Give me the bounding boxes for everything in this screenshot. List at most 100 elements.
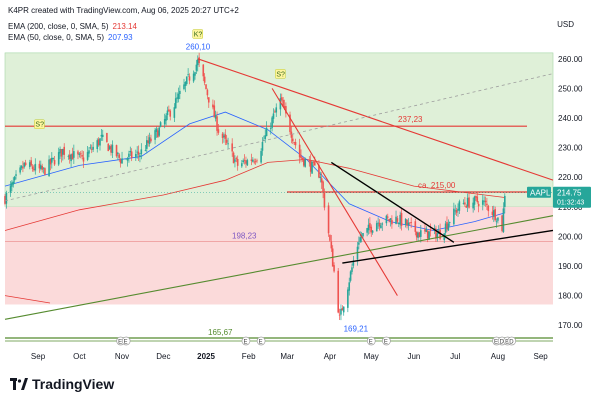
candle-body-50	[100, 134, 103, 137]
candle-body-85	[168, 109, 170, 112]
y-tick-8: 180.00	[558, 292, 583, 301]
candle-body-68	[136, 151, 138, 153]
x-tick-12: Sep	[533, 352, 548, 361]
event-label-4: E	[369, 340, 373, 346]
candle-body-75	[148, 137, 151, 144]
candle-body-103	[203, 76, 206, 83]
candle-body-117	[231, 143, 233, 152]
candle-body-116	[227, 143, 229, 145]
candle-body-5	[13, 176, 16, 181]
candle-body-112	[221, 133, 224, 138]
candle-body-100	[196, 59, 199, 66]
symbol-tag: AAPL	[530, 189, 551, 198]
candle-body-131	[256, 160, 258, 162]
y-tick-6: 200.00	[558, 232, 583, 241]
candle-body-114	[224, 134, 227, 139]
candle-body-177	[347, 289, 349, 308]
candle-body-223	[435, 228, 437, 239]
candle-body-14	[31, 166, 34, 170]
candle-body-175	[341, 308, 344, 311]
candle-body-29	[60, 149, 63, 157]
y-tick-0: 260.00	[558, 55, 583, 64]
ema200-legend[interactable]: EMA (200, close, 0, SMA, 5) 213.14	[8, 22, 137, 32]
candle-body-92	[183, 84, 185, 90]
candle-body-94	[185, 76, 188, 84]
candle-body-142	[279, 98, 282, 110]
candle-body-199	[388, 218, 390, 222]
candle-body-211	[410, 222, 412, 223]
candle-body-15	[33, 168, 35, 171]
candle-body-49	[99, 138, 101, 146]
candle-body-254	[494, 209, 496, 221]
candle-body-107	[212, 104, 214, 108]
candle-body-48	[97, 139, 100, 146]
trendline-0	[197, 58, 554, 181]
candle-body-121	[236, 159, 239, 166]
trendline-5	[4, 73, 554, 202]
candle-body-258	[502, 208, 505, 232]
candle-body-146	[285, 106, 287, 114]
candle-body-97	[192, 73, 195, 82]
candle-body-18	[39, 165, 42, 169]
tradingview-logo[interactable]: TradingView	[10, 376, 114, 392]
x-tick-6: Mar	[280, 352, 294, 361]
y-tick-1: 250.00	[558, 84, 583, 93]
candle-body-8	[20, 166, 23, 169]
x-tick-5: Feb	[242, 352, 256, 361]
candle-body-188	[367, 224, 370, 231]
candle-body-136	[265, 127, 268, 137]
candle-body-152	[298, 144, 301, 158]
candle-body-169	[330, 241, 333, 249]
candle-body-163	[319, 176, 322, 179]
candle-body-184	[359, 237, 362, 242]
candle-body-215	[418, 232, 421, 238]
candle-body-249	[484, 200, 487, 203]
ema200-label: EMA (200, close, 0, SMA, 5)	[8, 22, 109, 31]
x-tick-11: Aug	[491, 352, 505, 361]
candle-body-11	[24, 162, 27, 166]
candle-body-151	[294, 141, 297, 146]
candle-body-86	[169, 110, 172, 117]
candle-body-194	[378, 222, 381, 227]
ema50-value: 207.93	[108, 33, 133, 42]
ema50-legend[interactable]: EMA (50, close, 0, SMA, 5) 207.93	[8, 33, 133, 43]
candle-body-259	[504, 195, 506, 207]
candle-body-251	[487, 205, 490, 212]
candle-body-137	[269, 128, 272, 129]
event-label-7: D	[500, 340, 505, 346]
candle-body-96	[188, 76, 191, 81]
candle-body-230	[447, 223, 450, 231]
candle-body-78	[155, 128, 158, 132]
price-tag-value: 214.75	[557, 189, 582, 198]
candle-body-193	[377, 222, 379, 224]
candle-body-62	[125, 158, 127, 160]
candle-body-198	[386, 216, 389, 218]
x-tick-1: Oct	[73, 352, 86, 361]
candle-body-158	[309, 160, 312, 172]
candle-body-59	[118, 154, 121, 158]
candle-body-145	[283, 106, 286, 108]
candle-body-140	[274, 111, 276, 113]
candle-body-90	[177, 93, 180, 100]
candle-body-101	[198, 57, 200, 64]
candle-body-31	[63, 146, 66, 155]
candle-body-43	[88, 150, 90, 154]
candle-body-205	[399, 214, 401, 225]
candle-body-176	[342, 306, 345, 313]
candle-body-150	[293, 142, 295, 144]
candle-body-55	[110, 145, 112, 153]
candle-body-202	[395, 216, 397, 224]
candle-body-110	[216, 116, 218, 131]
candle-body-71	[140, 149, 143, 155]
candle-body-224	[436, 233, 439, 239]
trendline-4	[342, 229, 554, 264]
candle-body-47	[96, 140, 99, 149]
event-label-1: E	[124, 340, 128, 346]
level-label-165: 165,67	[208, 328, 233, 337]
event-label-6: E	[494, 340, 498, 346]
candle-body-255	[495, 221, 498, 223]
candle-body-17	[38, 163, 41, 169]
symbol-tag-bg	[527, 186, 551, 198]
candle-body-56	[111, 144, 114, 153]
